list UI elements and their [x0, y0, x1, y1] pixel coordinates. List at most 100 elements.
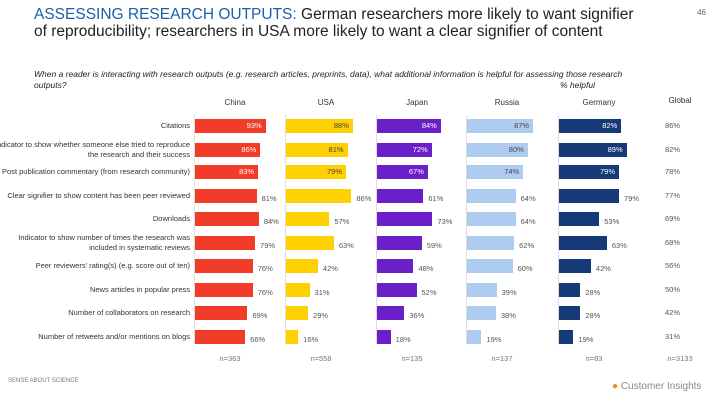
bar-usa — [286, 259, 318, 273]
bar-value-label: 19% — [578, 335, 594, 344]
bar-value-label: 63% — [338, 241, 354, 250]
category-label: Downloads — [152, 214, 190, 223]
bar-russia — [467, 165, 524, 179]
title-highlight: ASSESSING RESEARCH OUTPUTS: — [34, 6, 297, 23]
category-label: Indicator to show number of times the re… — [18, 233, 190, 252]
bar-china — [195, 189, 257, 203]
bar-china — [195, 119, 266, 133]
bar-usa — [286, 165, 347, 179]
bar-value-label: 73% — [437, 217, 453, 226]
bar-value-label: 62% — [519, 241, 535, 250]
bar-value-label: 53% — [604, 217, 620, 226]
column-header: China — [224, 98, 246, 107]
bar-china — [195, 236, 256, 250]
bar-russia — [467, 212, 516, 226]
axis-line — [194, 115, 195, 345]
axis-line — [558, 115, 559, 345]
bar-value-label: 19% — [486, 335, 502, 344]
column-header: Germany — [582, 98, 616, 107]
bar-value-label: 39% — [501, 288, 517, 297]
bar-japan — [377, 306, 405, 320]
customer-insights-logo: ● Customer Insights — [612, 381, 701, 392]
bar-germany — [559, 189, 620, 203]
category-label: Number of collaborators on research — [68, 308, 190, 317]
bar-value-label: 61% — [428, 194, 444, 203]
bar-value-label: 84% — [421, 121, 437, 130]
category-label: Post publication commentary (from resear… — [2, 167, 190, 176]
bar-russia — [467, 306, 496, 320]
global-value: 31% — [665, 332, 681, 341]
sample-size: n=137 — [491, 354, 513, 363]
column-header: Japan — [406, 98, 428, 107]
bar-value-label: 63% — [611, 241, 627, 250]
bar-value-label: 84% — [263, 217, 279, 226]
bar-value-label: 52% — [421, 288, 437, 297]
bar-value-label: 76% — [257, 288, 273, 297]
bar-value-label: 66% — [250, 335, 266, 344]
sample-size: n=135 — [401, 354, 423, 363]
bar-value-label: 16% — [303, 335, 319, 344]
bar-value-label: 81% — [261, 194, 277, 203]
bar-value-label: 74% — [504, 167, 520, 176]
bar-value-label: 18% — [395, 335, 411, 344]
sample-size: n=363 — [219, 354, 241, 363]
bar-usa — [286, 143, 348, 157]
bar-japan — [377, 283, 417, 297]
page-number: 46 — [697, 8, 706, 17]
bar-germany — [559, 212, 600, 226]
axis-line — [285, 115, 286, 345]
bar-germany — [559, 119, 622, 133]
unit-label: % helpful — [560, 80, 595, 90]
bar-value-label: 79% — [260, 241, 276, 250]
bar-germany — [559, 283, 581, 297]
global-value: 78% — [665, 167, 681, 176]
bar-russia — [467, 119, 534, 133]
bar-china — [195, 165, 259, 179]
global-value: 56% — [665, 261, 681, 270]
bar-germany — [559, 143, 627, 157]
bar-china — [195, 212, 259, 226]
bar-china — [195, 259, 253, 273]
sample-size: n=558 — [310, 354, 332, 363]
bar-value-label: 28% — [585, 288, 601, 297]
bar-value-label: 79% — [327, 167, 343, 176]
bar-china — [195, 330, 246, 344]
question-text: When a reader is interacting with resear… — [34, 69, 623, 90]
customer-insights-text: Customer Insights — [620, 381, 702, 392]
bar-russia — [467, 259, 513, 273]
axis-line — [376, 115, 377, 345]
bar-germany — [559, 236, 607, 250]
bar-value-label: 80% — [508, 145, 524, 154]
bar-value-label: 69% — [252, 311, 268, 320]
bar-japan — [377, 189, 424, 203]
page-title: ASSESSING RESEARCH OUTPUTS: German resea… — [34, 6, 634, 40]
bar-value-label: 67% — [408, 167, 424, 176]
bar-china — [195, 143, 261, 157]
bar-china — [195, 283, 253, 297]
global-value: 69% — [665, 214, 681, 223]
bar-value-label: 79% — [624, 194, 640, 203]
bar-value-label: 86% — [356, 194, 372, 203]
category-label: News articles in popular press — [89, 285, 190, 294]
bar-russia — [467, 236, 515, 250]
category-label: Clear signifier to show content has been… — [7, 191, 190, 200]
bar-usa — [286, 283, 310, 297]
bar-value-label: 72% — [412, 145, 428, 154]
lightbulb-icon: ● — [612, 381, 619, 392]
bar-russia — [467, 143, 528, 157]
bar-usa — [286, 306, 309, 320]
sense-about-science-logo: SENSE ABOUT SCIENCE — [8, 378, 79, 384]
bar-japan — [377, 119, 441, 133]
category-label: Number of retweets and/or mentions on bl… — [38, 332, 190, 341]
bar-value-label: 59% — [426, 241, 442, 250]
bar-germany — [559, 165, 620, 179]
bar-usa — [286, 189, 352, 203]
sample-size: n=83 — [585, 354, 603, 363]
bar-value-label: 57% — [334, 217, 350, 226]
bar-value-label: 79% — [600, 167, 616, 176]
bar-value-label: 93% — [246, 121, 262, 130]
bar-japan — [377, 212, 433, 226]
bar-value-label: 48% — [418, 264, 434, 273]
axis-line — [466, 115, 467, 345]
bar-value-label: 64% — [520, 194, 536, 203]
